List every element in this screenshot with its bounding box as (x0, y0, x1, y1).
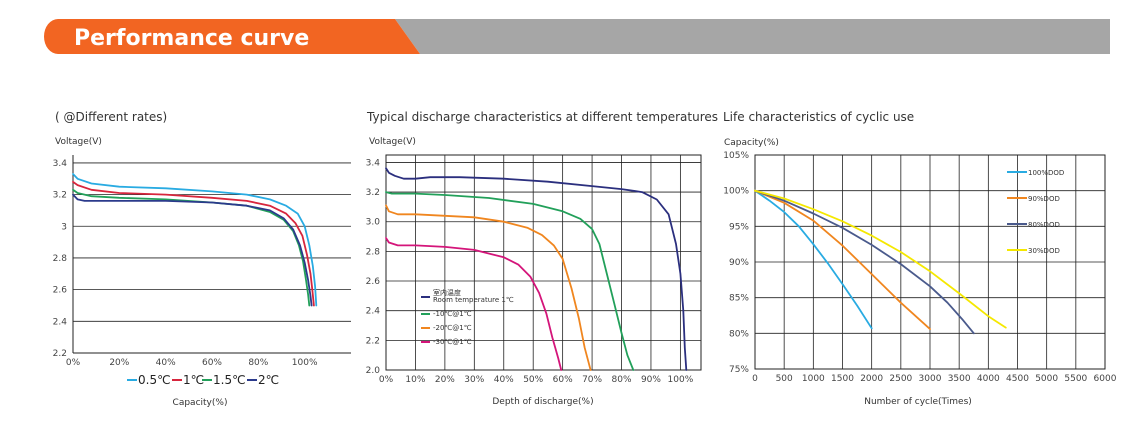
series-line-temperature-0 (385, 167, 688, 371)
legend-label: 100%DOD (1028, 169, 1064, 177)
legend-label: 1.5℃ (213, 373, 246, 387)
y-tick-label: 2.6 (366, 277, 381, 287)
y-tick-label: 3.0 (366, 218, 381, 228)
y-tick-label: 75% (729, 365, 749, 375)
x-tick-label: 30% (464, 375, 484, 385)
series-line-rates-0 (72, 173, 318, 307)
y-tick-label: 2.2 (53, 349, 67, 359)
series-line-temperature-1 (385, 191, 635, 371)
x-tick-label: 100% (668, 375, 694, 385)
x-tick-label: 60% (202, 358, 222, 368)
y-tick-label: 3.4 (366, 158, 381, 168)
x-tick-label: 40% (494, 375, 514, 385)
chart-temperature-title: Typical discharge characteristics at dif… (366, 110, 718, 124)
series-line-cycle-0 (754, 189, 873, 330)
y-tick-label: 2.0 (366, 366, 381, 376)
y-tick-label: 85% (729, 294, 749, 304)
x-tick-label: 4000 (977, 374, 1000, 384)
x-tick-label: 2500 (889, 374, 912, 384)
legend-label: 90%DOD (1028, 195, 1060, 203)
x-tick-label: 10% (405, 375, 425, 385)
legend-label: 2℃ (258, 373, 279, 387)
x-tick-label: 80% (248, 358, 268, 368)
x-tick-label: 0 (752, 374, 758, 384)
x-tick-label: 70% (582, 375, 602, 385)
chart-temperature-xlabel: Depth of discharge(%) (492, 397, 593, 407)
chart-rates: ( @Different rates) Voltage(V) Capacity(… (53, 110, 351, 408)
legend-label: 80%DOD (1028, 221, 1060, 229)
legend-label: 室内温度 (433, 288, 461, 297)
x-tick-label: 500 (776, 374, 793, 384)
x-tick-label: 1000 (802, 374, 825, 384)
legend-label: -30℃@1℃ (433, 338, 472, 346)
x-tick-label: 3500 (948, 374, 971, 384)
chart-cycle-xlabel: Number of cycle(Times) (864, 397, 972, 407)
chart-temperature-ylabel: Voltage(V) (369, 137, 416, 147)
x-tick-label: 20% (435, 375, 455, 385)
x-tick-label: 20% (109, 358, 129, 368)
series-line-cycle-2 (754, 189, 975, 335)
series-line-temperature-2 (385, 204, 592, 371)
y-tick-label: 2.6 (53, 286, 68, 296)
x-tick-label: 90% (641, 375, 661, 385)
plot-frame (385, 154, 702, 371)
y-tick-label: 2.8 (366, 247, 381, 257)
legend-label: -10℃@1℃ (433, 310, 472, 318)
legend-label: 0.5℃ (138, 373, 171, 387)
chart-rates-xlabel: Capacity(%) (173, 398, 228, 408)
series-line-rates-1 (72, 180, 315, 307)
chart-rates-title: ( @Different rates) (55, 110, 167, 124)
x-tick-label: 100% (292, 358, 318, 368)
chart-cycle: Life characteristics of cyclic use Capac… (723, 110, 1117, 407)
y-tick-label: 3 (61, 222, 67, 232)
x-tick-label: 40% (156, 358, 176, 368)
x-tick-label: 5500 (1064, 374, 1087, 384)
header-accent-tab (44, 19, 420, 54)
x-tick-label: 4500 (1006, 374, 1029, 384)
y-tick-label: 105% (723, 151, 749, 161)
y-tick-label: 100% (723, 187, 749, 197)
y-tick-label: 80% (729, 329, 749, 339)
header-title: Performance curve (74, 26, 309, 51)
y-tick-label: 3.4 (53, 159, 68, 169)
x-tick-label: 60% (553, 375, 573, 385)
chart-cycle-title: Life characteristics of cyclic use (723, 110, 914, 124)
x-tick-label: 80% (612, 375, 632, 385)
legend-label: 1℃ (183, 373, 204, 387)
x-tick-label: 3000 (919, 374, 942, 384)
chart-temperature: Typical discharge characteristics at dif… (366, 110, 718, 407)
x-tick-label: 2000 (860, 374, 883, 384)
series-line-rates-2 (72, 188, 311, 307)
x-tick-label: 1500 (831, 374, 854, 384)
chart-cycle-ylabel: Capacity(%) (724, 138, 779, 148)
plot-frame (754, 154, 1106, 370)
series-line-cycle-3 (754, 189, 1007, 329)
legend-label: Room temperature 1℃ (433, 296, 514, 304)
header-banner: Performance curve (44, 19, 1110, 54)
series-line-rates-3 (72, 193, 313, 307)
series-line-temperature-3 (385, 237, 563, 371)
y-tick-label: 95% (729, 222, 749, 232)
legend-label: -20℃@1℃ (433, 324, 472, 332)
chart-rates-ylabel: Voltage(V) (55, 137, 102, 147)
y-tick-label: 2.2 (366, 336, 380, 346)
x-tick-label: 50% (523, 375, 543, 385)
y-tick-label: 2.8 (53, 254, 68, 264)
header-gray-bar (395, 19, 1110, 54)
x-tick-label: 6000 (1094, 374, 1117, 384)
x-tick-label: 0% (66, 358, 81, 368)
series-line-cycle-1 (754, 189, 931, 331)
y-tick-label: 2.4 (53, 317, 68, 327)
y-tick-label: 3.2 (53, 191, 67, 201)
legend-label: 30%DOD (1028, 247, 1060, 255)
x-tick-label: 5000 (1035, 374, 1058, 384)
y-tick-label: 90% (729, 258, 749, 268)
y-tick-label: 2.4 (366, 307, 381, 317)
y-tick-label: 3.2 (366, 188, 380, 198)
x-tick-label: 0% (379, 375, 394, 385)
